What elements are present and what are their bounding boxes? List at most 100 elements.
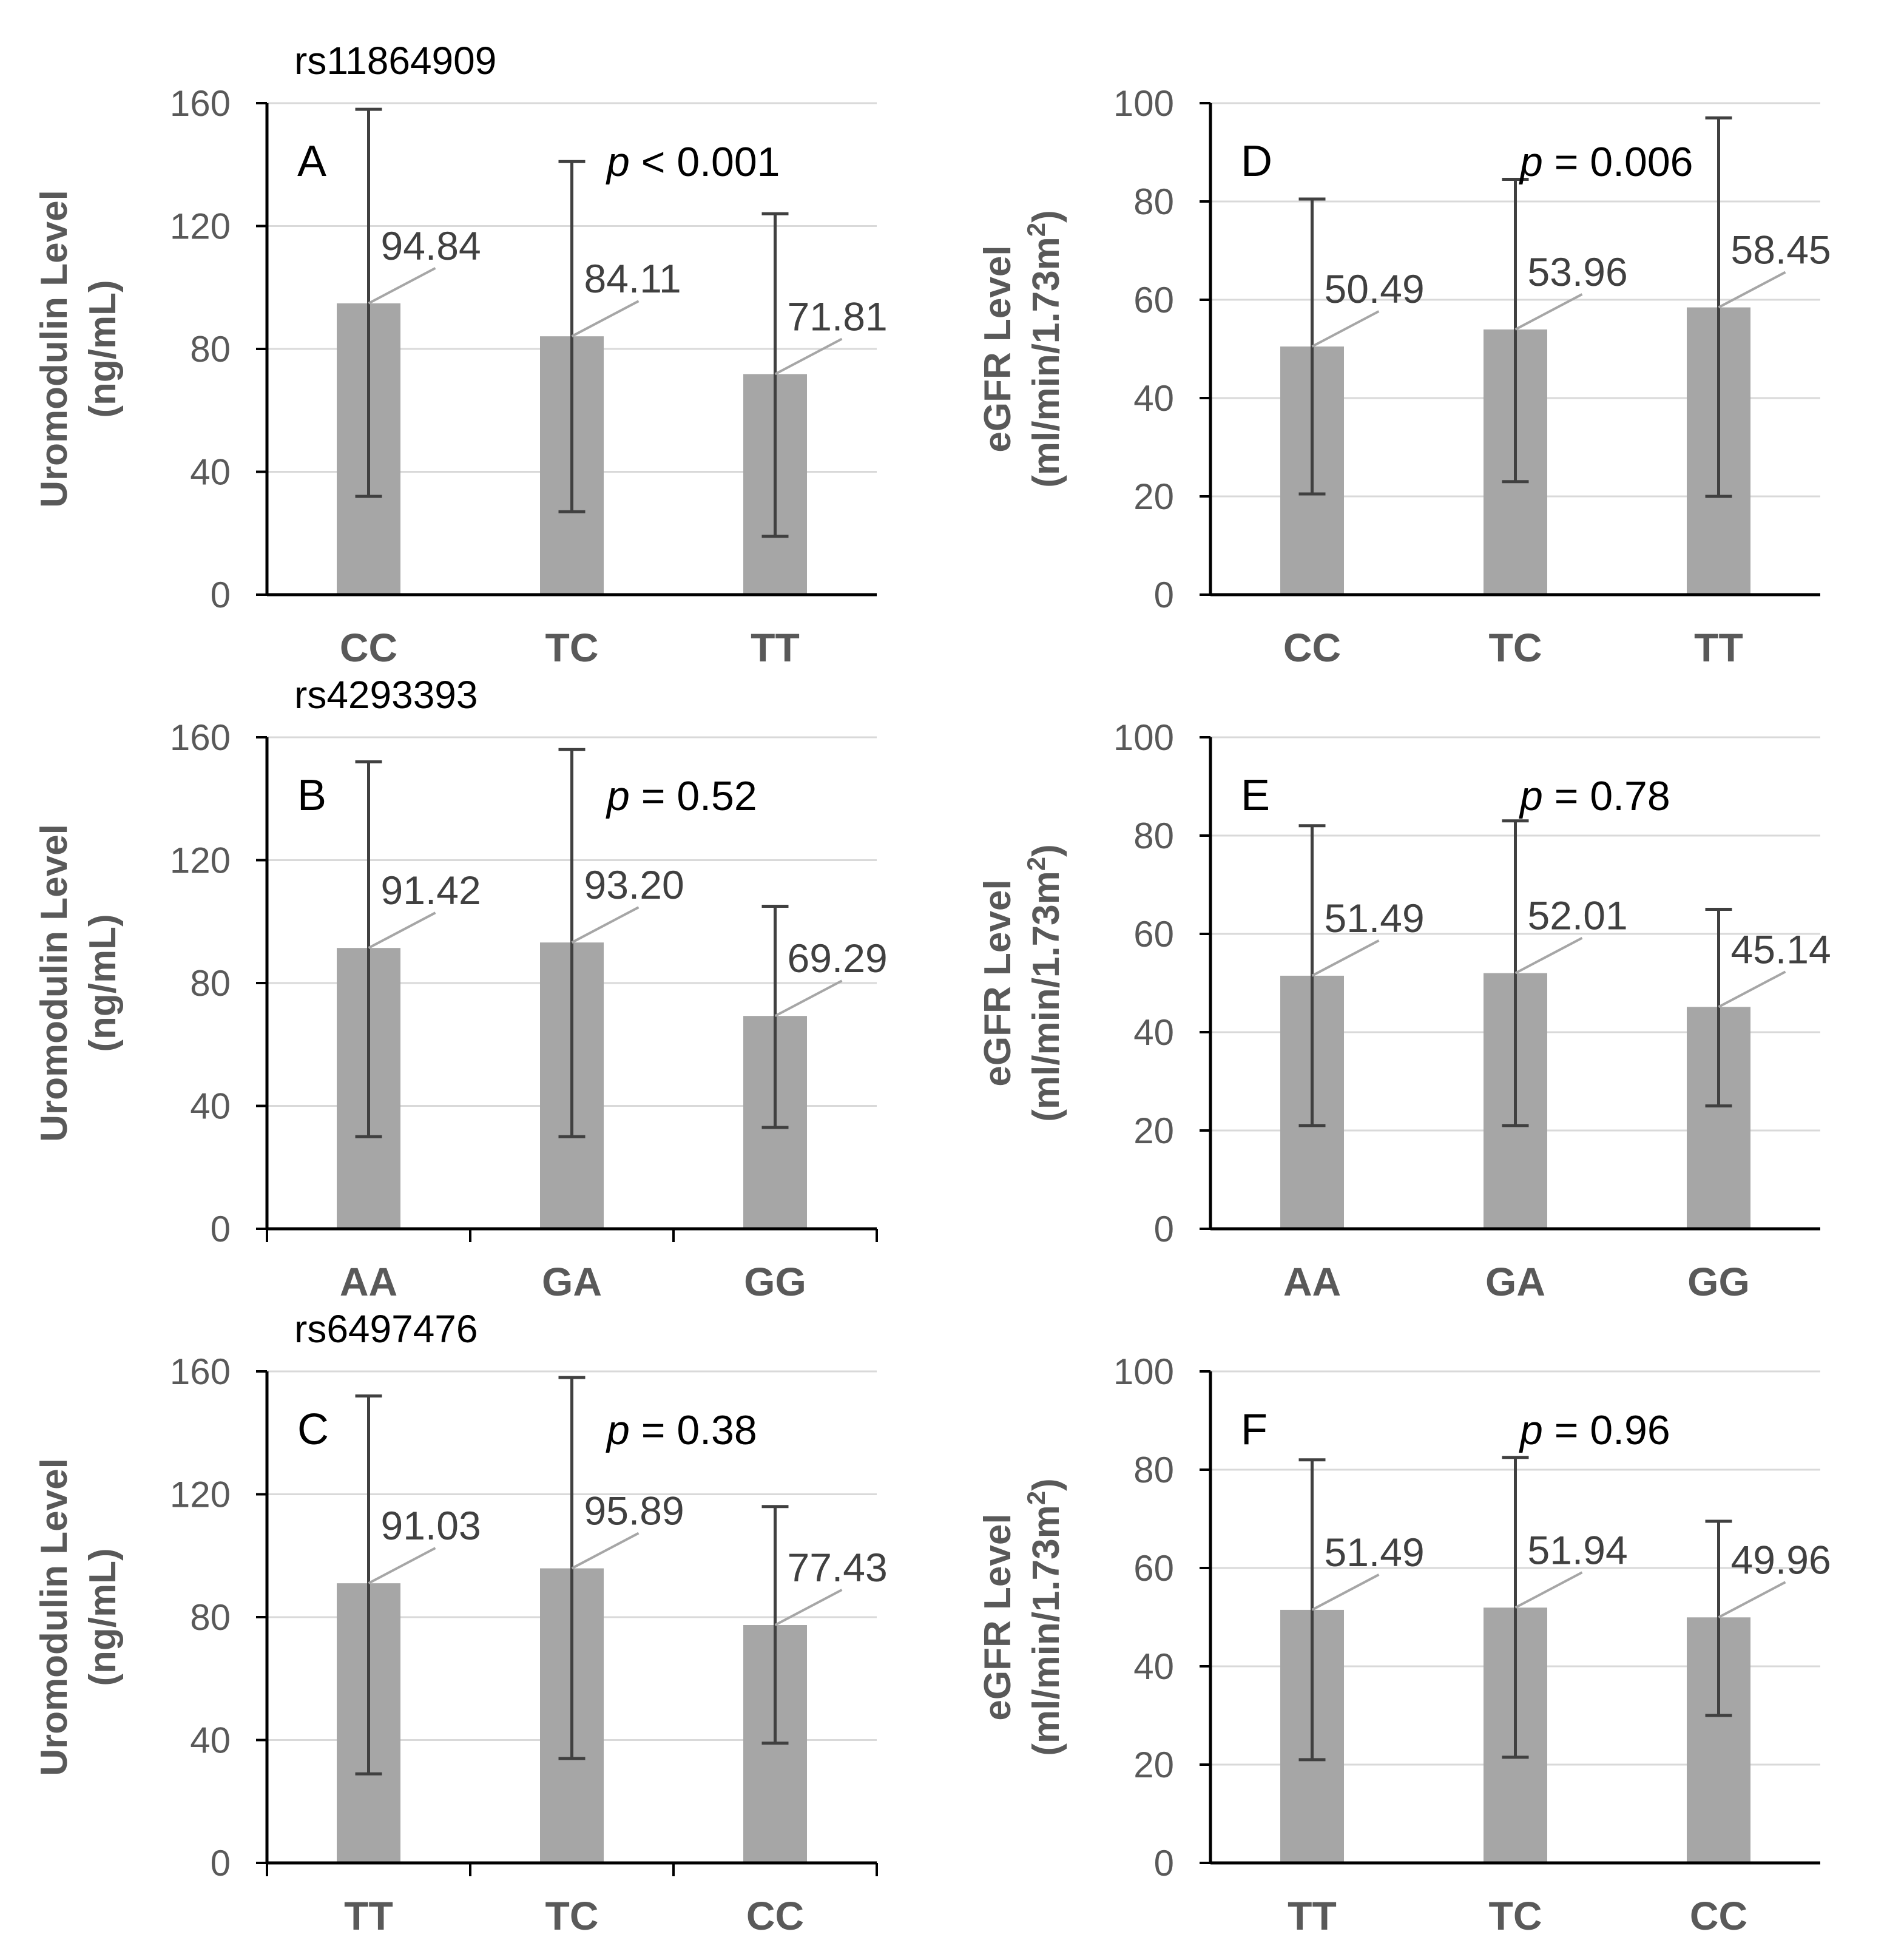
x-tick-label: CC: [340, 625, 397, 670]
y-tick-label: 80: [190, 1597, 231, 1638]
y-axis-title-line2: (ng/mL): [82, 280, 124, 417]
x-tick-label: TT: [1694, 625, 1743, 670]
y-axis-title-line1: eGFR Level: [977, 879, 1019, 1086]
data-label: 94.84: [381, 223, 481, 268]
y-axis-title-line2: (ng/mL): [82, 1548, 124, 1686]
label-leader-line: [1718, 1581, 1786, 1619]
x-tick-label: TC: [545, 1893, 599, 1938]
panel-letter: C: [297, 1405, 329, 1454]
panel-letter: F: [1241, 1405, 1268, 1454]
y-axis-title-line2: (ng/mL): [82, 914, 124, 1052]
y-tick-label: 0: [211, 575, 231, 615]
p-value-text: = 0.96: [1543, 1407, 1670, 1453]
y-tick-label: 0: [211, 1843, 231, 1884]
p-value-text: < 0.001: [630, 139, 780, 185]
x-tick-label: GG: [1687, 1259, 1750, 1304]
data-label: 77.43: [788, 1545, 888, 1590]
y-axis-title-line1: Uromodulin Level: [33, 190, 75, 508]
y-axis-title: Uromodulin Level (ng/mL): [33, 1458, 124, 1776]
y-axis-title: eGFR Level (ml/min/1.73m2): [977, 844, 1067, 1122]
chart-panel-d: 0 20 40 60 80 100 50.49 CC 53.96 TC 58.45 TT D p = 0.…: [977, 83, 1831, 670]
p-value-label: p < 0.001: [606, 139, 780, 185]
y-tick-label: 60: [1133, 1548, 1174, 1589]
y-tick-label: 40: [1133, 1012, 1174, 1053]
data-label: 84.11: [584, 256, 681, 301]
y-tick-label: 120: [170, 206, 231, 247]
data-label: 71.81: [788, 294, 888, 339]
y-tick-label: 80: [1133, 1450, 1174, 1490]
y-tick-label: 40: [190, 1720, 231, 1761]
chart-panel-b: 0 40 80 120 160 91.42 AA 93.20 GA 69.29 GG B p = 0.5…: [33, 673, 888, 1304]
y-tick-label: 40: [190, 452, 231, 493]
x-tick-label: AA: [1283, 1259, 1341, 1304]
y-tick-label: 100: [1113, 83, 1174, 124]
y-axis-title: Uromodulin Level (ng/mL): [33, 190, 124, 508]
data-label: 53.96: [1528, 249, 1628, 294]
p-value-symbol: p: [606, 773, 630, 819]
label-leader-line: [368, 267, 436, 305]
label-leader-line: [774, 337, 843, 376]
p-value-symbol: p: [1519, 139, 1543, 185]
y-axis-title-line2: (ml/min/1.73m2): [1022, 210, 1068, 488]
data-label: 45.14: [1731, 927, 1831, 972]
data-label: 95.89: [584, 1489, 684, 1533]
p-value-text: = 0.52: [630, 773, 757, 819]
y-axis-title: eGFR Level (ml/min/1.73m2): [977, 1478, 1067, 1756]
p-value-label: p = 0.006: [1519, 139, 1693, 185]
y-tick-label: 80: [190, 963, 231, 1004]
p-value-label: p = 0.78: [1519, 773, 1670, 819]
label-leader-line: [774, 1589, 843, 1626]
label-leader-line: [1514, 293, 1583, 331]
y-tick-label: 160: [170, 717, 231, 758]
x-tick-label: CC: [746, 1893, 804, 1938]
label-leader-line: [571, 906, 640, 944]
y-tick-label: 0: [1154, 575, 1174, 615]
p-value-symbol: p: [606, 139, 630, 185]
chart-panel-e: 0 20 40 60 80 100 51.49 AA 52.01 GA 45.14 GG E p = 0.…: [977, 717, 1831, 1304]
y-tick-label: 80: [1133, 816, 1174, 856]
p-value-label: p = 0.52: [606, 773, 757, 819]
p-value-text: = 0.78: [1543, 773, 1670, 819]
label-leader-line: [571, 1532, 640, 1570]
label-leader-line: [1311, 310, 1380, 348]
y-tick-label: 80: [190, 329, 231, 370]
data-label: 91.03: [381, 1503, 481, 1548]
x-tick-label: CC: [1283, 625, 1341, 670]
x-tick-label: TT: [751, 625, 800, 670]
label-leader-line: [1311, 1573, 1380, 1611]
p-value-symbol: p: [1519, 1407, 1543, 1453]
snp-title: rs6497476: [294, 1307, 478, 1351]
label-leader-line: [1514, 936, 1583, 975]
y-tick-label: 100: [1113, 717, 1174, 758]
x-tick-label: TT: [1288, 1893, 1337, 1938]
label-leader-line: [774, 979, 843, 1017]
x-tick-label: TT: [344, 1893, 393, 1938]
data-label: 52.01: [1528, 893, 1628, 938]
y-axis-title: Uromodulin Level (ng/mL): [33, 824, 124, 1142]
chart-panel-a: 0 40 80 120 160 94.84 CC 84.11 TC 71.81 TT A p < 0.0…: [33, 39, 888, 670]
snp-title: rs11864909: [294, 39, 496, 83]
p-value-label: p = 0.96: [1519, 1407, 1670, 1453]
panel-letter: A: [297, 137, 326, 186]
data-label: 51.49: [1325, 896, 1425, 941]
y-tick-label: 60: [1133, 914, 1174, 955]
data-label: 49.96: [1731, 1537, 1831, 1582]
panel-letter: B: [297, 771, 326, 820]
label-leader-line: [1718, 271, 1786, 309]
x-tick-label: TC: [1489, 625, 1542, 670]
y-tick-label: 60: [1133, 280, 1174, 320]
y-tick-label: 20: [1133, 1745, 1174, 1785]
x-tick-label: GG: [744, 1259, 806, 1304]
snp-title: rs4293393: [294, 673, 478, 717]
y-tick-label: 0: [1154, 1843, 1174, 1884]
panel-letter: E: [1241, 771, 1270, 820]
p-value-symbol: p: [606, 1407, 630, 1453]
p-value-symbol: p: [1519, 773, 1543, 819]
y-axis-title-line2: (ml/min/1.73m2): [1022, 844, 1068, 1122]
y-tick-label: 20: [1133, 476, 1174, 517]
data-label: 58.45: [1731, 228, 1831, 272]
y-tick-label: 40: [190, 1086, 231, 1127]
y-axis-title: eGFR Level (ml/min/1.73m2): [977, 210, 1067, 488]
y-axis-title-line2: (ml/min/1.73m2): [1022, 1478, 1068, 1756]
